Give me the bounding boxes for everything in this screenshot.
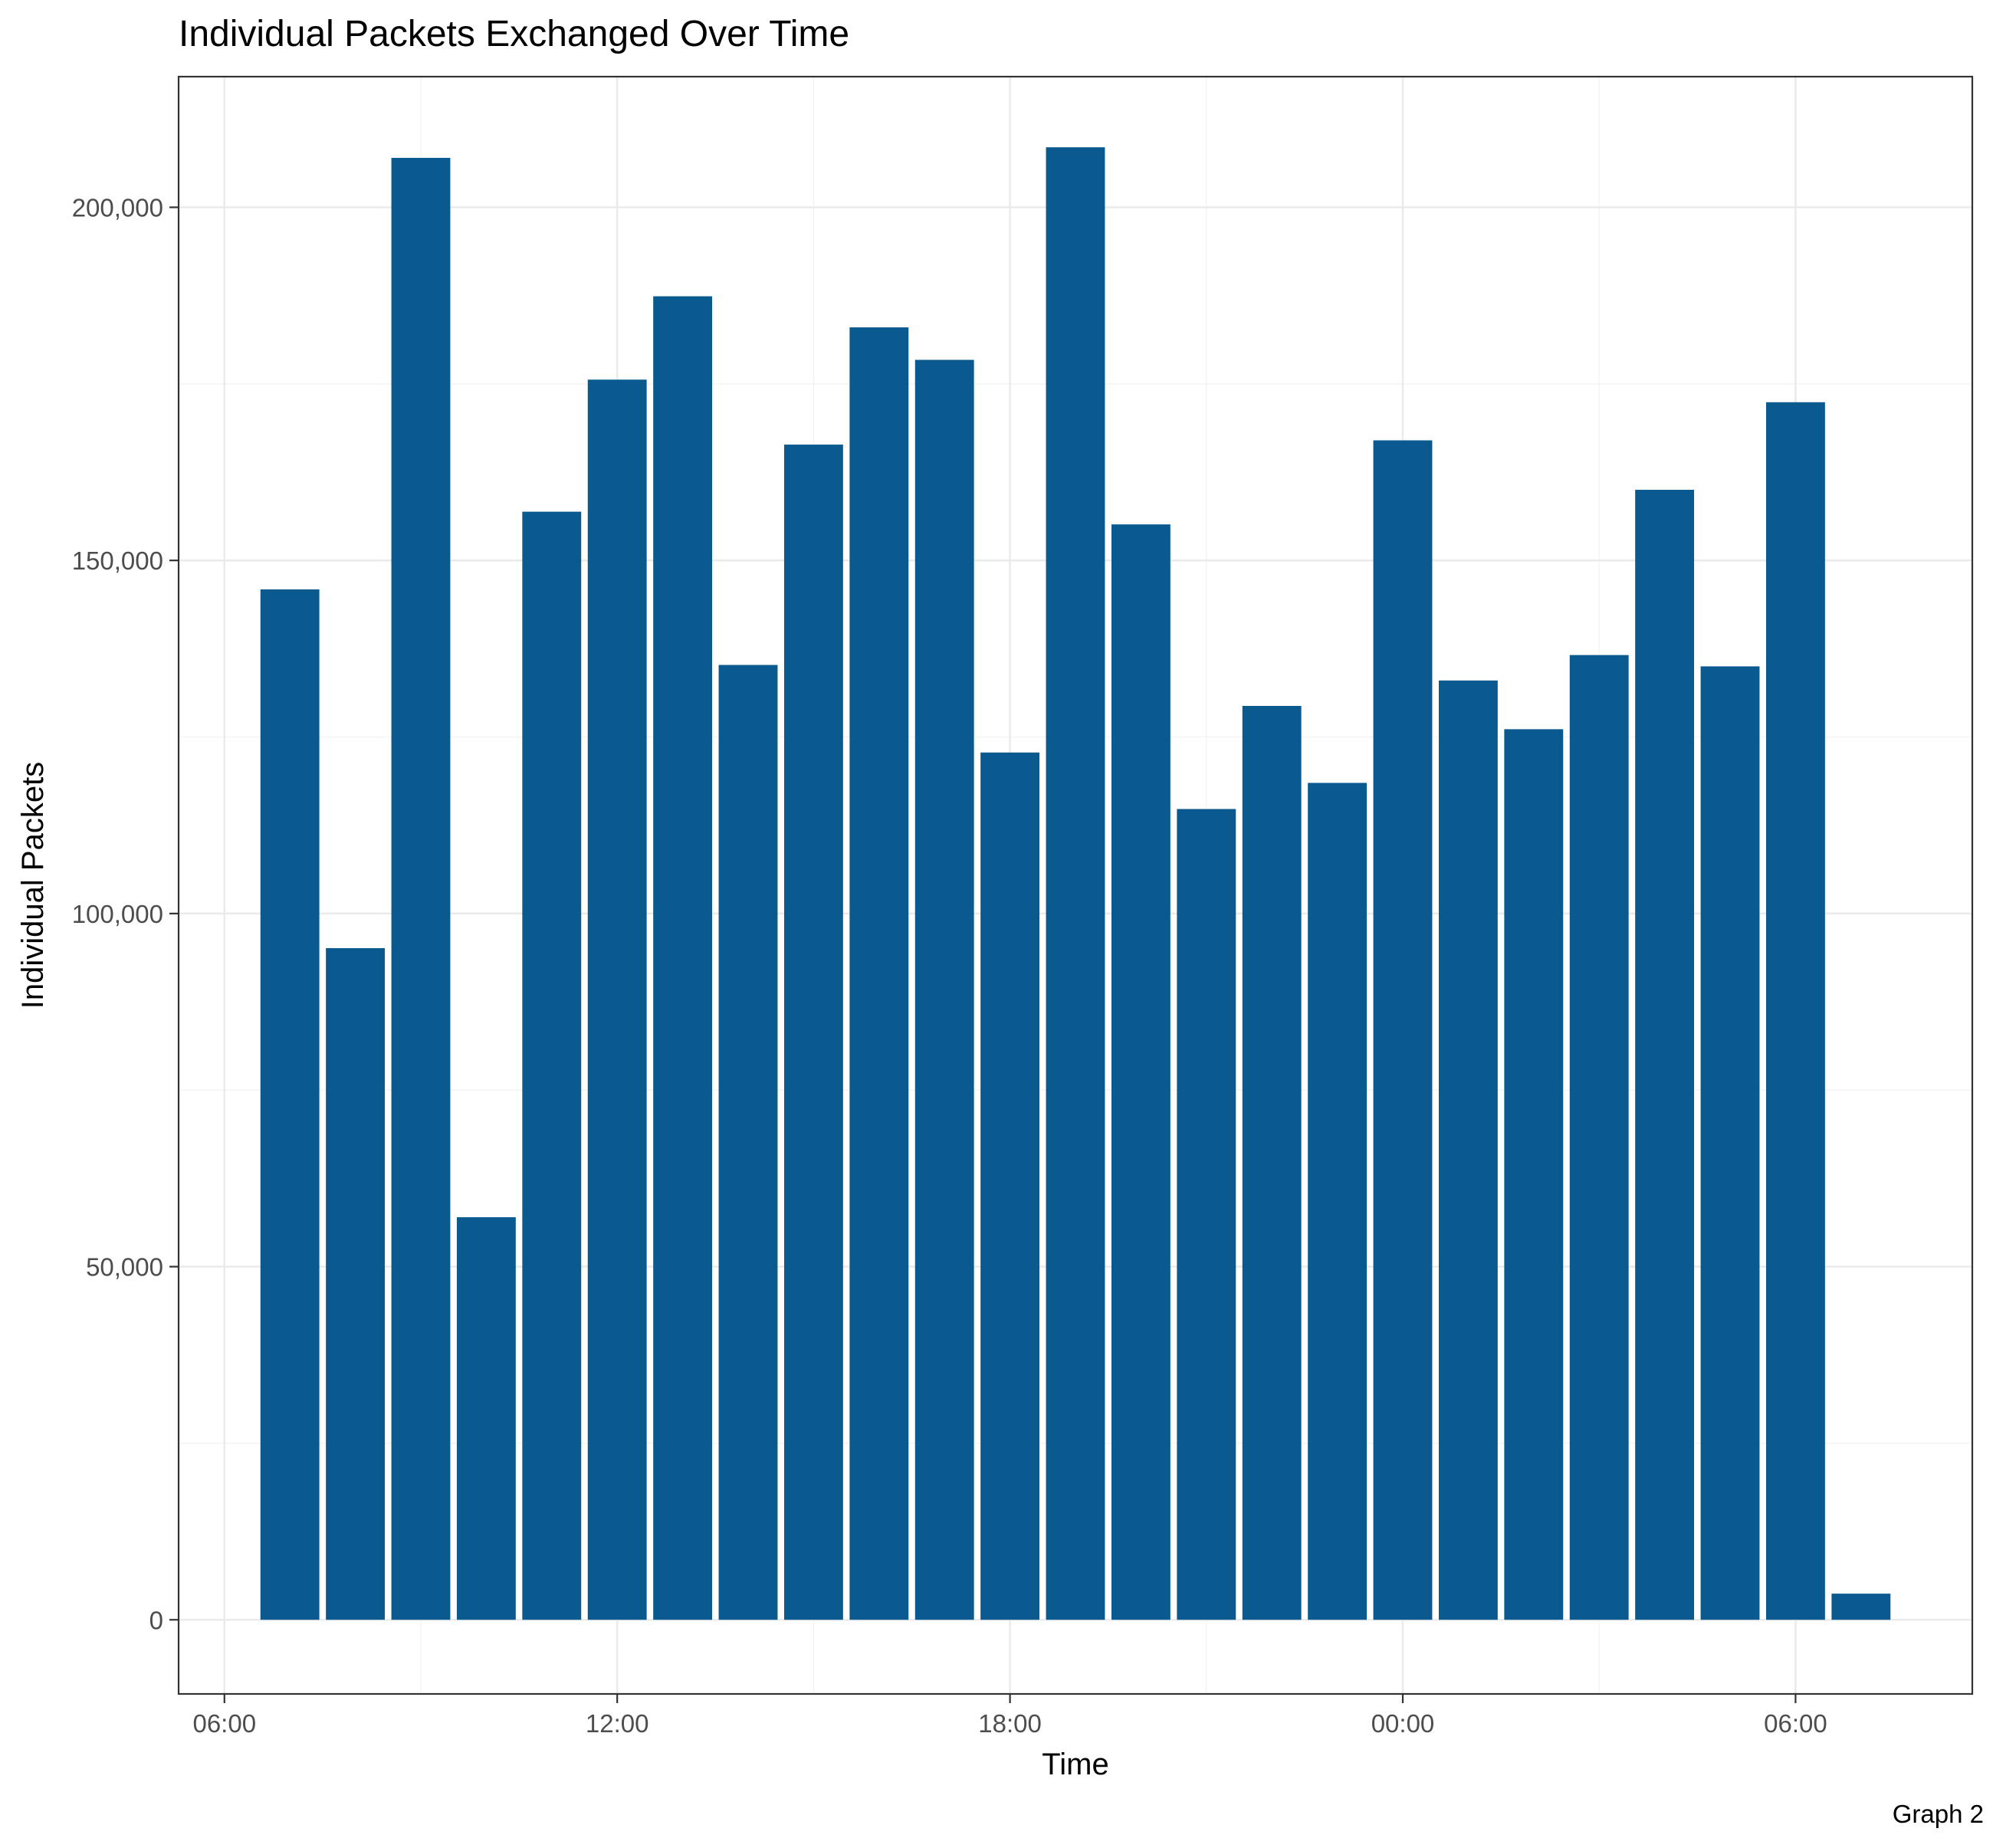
bar-0700 — [260, 589, 320, 1620]
x-tick-label: 06:00 — [1764, 1709, 1827, 1738]
bar-0900 — [391, 157, 451, 1620]
bar-2300 — [1308, 783, 1368, 1620]
y-tick-label: 150,000 — [72, 547, 163, 575]
chart-title: Individual Packets Exchanged Over Time — [179, 14, 849, 54]
bar-0000 — [1373, 440, 1433, 1620]
bar-0100 — [1438, 680, 1498, 1620]
bar-2200 — [1242, 705, 1302, 1620]
x-tick-label: 06:00 — [192, 1709, 256, 1738]
bar-1100 — [522, 511, 582, 1620]
plot-panel-border — [177, 75, 1974, 1695]
bar-1000 — [456, 1217, 516, 1620]
bar-1800 — [980, 752, 1040, 1620]
bar-1400 — [718, 665, 778, 1620]
y-tick-label: 0 — [149, 1606, 163, 1634]
chart-caption: Graph 2 — [1893, 1800, 1984, 1828]
axes: 06:00 12:00 18:00 00:00 06:00 0 50,000 100,000 1… — [72, 193, 1827, 1738]
bar-0200 — [1504, 729, 1564, 1620]
x-axis-title: Time — [1042, 1748, 1108, 1781]
bar-2000 — [1111, 524, 1171, 1620]
bar-1500 — [783, 445, 843, 1620]
bar-1300 — [653, 296, 713, 1620]
bar-0700 — [1831, 1594, 1891, 1620]
y-tick-label: 100,000 — [72, 900, 163, 928]
y-tick-label: 50,000 — [86, 1253, 163, 1282]
bar-1900 — [1046, 147, 1105, 1620]
x-tick-label: 12:00 — [586, 1709, 649, 1738]
bar-0400 — [1635, 490, 1695, 1620]
bar-1600 — [849, 327, 909, 1620]
bar-0800 — [326, 948, 386, 1620]
y-tick-label: 200,000 — [72, 193, 163, 222]
x-tick-label: 18:00 — [978, 1709, 1042, 1738]
bar-0500 — [1700, 666, 1760, 1620]
bars — [260, 147, 1891, 1620]
bar-0600 — [1765, 402, 1825, 1620]
bar-2100 — [1177, 809, 1236, 1620]
x-tick-label: 00:00 — [1371, 1709, 1435, 1738]
bar-1200 — [587, 379, 647, 1620]
bar-0300 — [1569, 655, 1629, 1620]
bar-1700 — [914, 359, 974, 1620]
y-axis-title: Individual Packets — [16, 762, 50, 1009]
